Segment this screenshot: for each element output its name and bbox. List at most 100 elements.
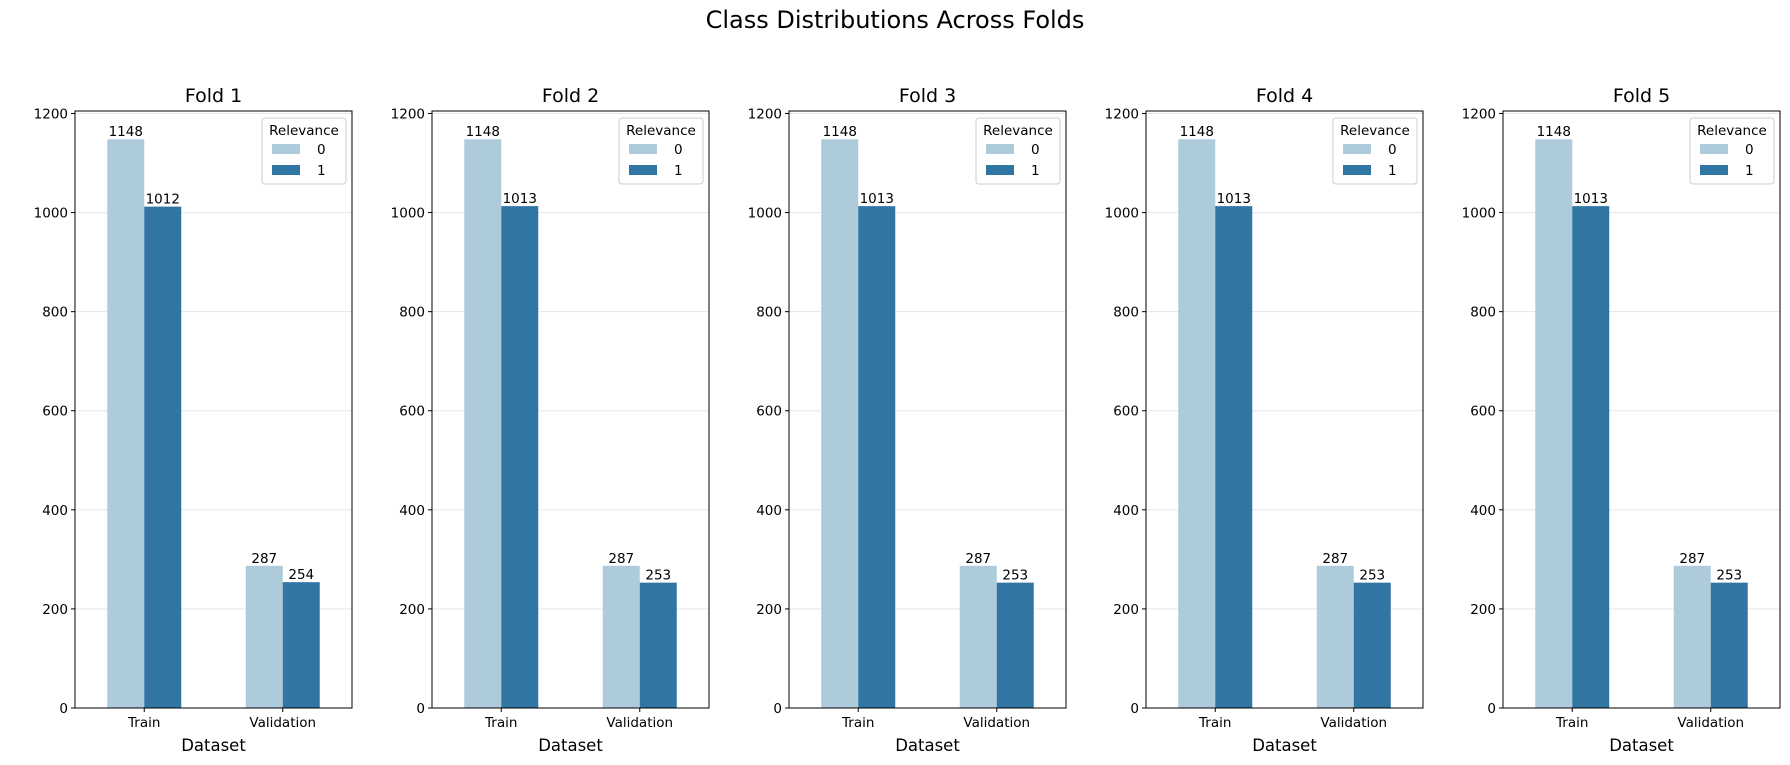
- legend-swatch-class-0: [1700, 144, 1728, 154]
- bar-train-class-0: [464, 139, 502, 708]
- y-tick-label: 600: [1470, 404, 1496, 420]
- x-tick-label: Train: [841, 715, 874, 731]
- legend: Relevance 0 1: [1332, 117, 1418, 185]
- bar-train-class-0: [1535, 139, 1573, 708]
- x-tick-label: Validation: [606, 715, 673, 731]
- legend-swatch-class-0: [272, 144, 300, 154]
- y-tick-label: 200: [1470, 602, 1496, 618]
- y-tick-label: 200: [1113, 602, 1139, 618]
- bar-value-label: 253: [1002, 568, 1028, 584]
- legend-title: Relevance: [1697, 123, 1767, 139]
- y-tick-label: 0: [416, 701, 425, 717]
- bar-validation-class-1: [996, 582, 1034, 708]
- bar-value-label: 1148: [1180, 124, 1214, 140]
- y-tick-label: 1000: [748, 206, 782, 222]
- bar-train-class-1: [144, 206, 182, 708]
- legend-swatch-class-0: [1343, 144, 1371, 154]
- legend-title: Relevance: [269, 123, 339, 139]
- y-tick-label: 800: [1113, 305, 1139, 321]
- bar-value-label: 1012: [146, 192, 180, 208]
- y-tick-label: 600: [756, 404, 782, 420]
- y-tick-label: 1000: [34, 206, 68, 222]
- legend: Relevance 0 1: [618, 117, 704, 185]
- bar-train-class-1: [501, 206, 539, 708]
- y-tick-label: 1200: [748, 106, 782, 122]
- legend-swatch-class-1: [986, 165, 1014, 175]
- bar-validation-class-0: [1316, 565, 1354, 708]
- y-tick-label: 1200: [391, 106, 425, 122]
- legend: Relevance 0 1: [261, 117, 347, 185]
- legend-entry-label: 1: [1745, 163, 1754, 179]
- axes-frame: [788, 110, 1067, 709]
- y-tick-label: 400: [756, 503, 782, 519]
- y-tick-label: 400: [1113, 503, 1139, 519]
- y-tick-label: 400: [1470, 503, 1496, 519]
- legend-swatch-class-1: [1343, 165, 1371, 175]
- y-tick-label: 1000: [391, 206, 425, 222]
- y-tick-label: 0: [773, 701, 782, 717]
- x-axis-label: Dataset: [1252, 736, 1317, 755]
- bar-value-label: 253: [1359, 568, 1385, 584]
- y-tick-label: 800: [756, 305, 782, 321]
- y-tick-label: 600: [399, 404, 425, 420]
- x-tick-label: Train: [1198, 715, 1231, 731]
- legend: Relevance 0 1: [975, 117, 1061, 185]
- subplot-title: Fold 4: [1256, 85, 1313, 107]
- y-tick-label: 200: [399, 602, 425, 618]
- y-tick-label: 1200: [34, 106, 68, 122]
- legend-title: Relevance: [983, 123, 1053, 139]
- y-tick-label: 200: [756, 602, 782, 618]
- legend-swatch-class-0: [986, 144, 1014, 154]
- x-tick-label: Train: [484, 715, 517, 731]
- bar-train-class-0: [1178, 139, 1216, 708]
- y-tick-label: 400: [42, 503, 68, 519]
- bar-validation-class-1: [639, 582, 677, 708]
- legend-entry-label: 1: [674, 163, 683, 179]
- legend-entry-label: 0: [1031, 142, 1040, 158]
- y-tick-label: 800: [399, 305, 425, 321]
- bar-train-class-1: [858, 206, 896, 708]
- y-tick-label: 600: [42, 404, 68, 420]
- bar-value-label: 287: [1322, 551, 1348, 567]
- bar-validation-class-0: [1673, 565, 1711, 708]
- x-tick-label: Train: [127, 715, 160, 731]
- axes-frame: [1145, 110, 1424, 709]
- bar-value-label: 287: [608, 551, 634, 567]
- bar-value-label: 1013: [1574, 191, 1608, 207]
- subplot-title: Fold 2: [542, 85, 599, 107]
- bar-value-label: 287: [1679, 551, 1705, 567]
- bar-train-class-1: [1215, 206, 1253, 708]
- bar-value-label: 1148: [466, 124, 500, 140]
- fold-panel-5: 1148 287 1013 253 0 200 400 600 800 1000 1200 Train…: [1462, 85, 1781, 755]
- bar-value-label: 254: [288, 567, 314, 583]
- axes-frame: [74, 110, 353, 709]
- bar-value-label: 253: [645, 568, 671, 584]
- x-tick-label: Train: [1555, 715, 1588, 731]
- y-tick-label: 800: [1470, 305, 1496, 321]
- x-axis-label: Dataset: [538, 736, 603, 755]
- y-tick-label: 200: [42, 602, 68, 618]
- bar-value-label: 287: [965, 551, 991, 567]
- legend-entry-label: 0: [1745, 142, 1754, 158]
- legend: Relevance 0 1: [1689, 117, 1775, 185]
- legend-swatch-class-1: [1700, 165, 1728, 175]
- legend-entry-label: 0: [1388, 142, 1397, 158]
- y-tick-label: 800: [42, 305, 68, 321]
- legend-swatch-class-0: [629, 144, 657, 154]
- x-tick-label: Validation: [249, 715, 316, 731]
- fold-panel-2: 1148 287 1013 253 0 200 400 600 800 1000 1200 Train…: [391, 85, 710, 755]
- bar-value-label: 1013: [1217, 191, 1251, 207]
- y-tick-label: 1200: [1462, 106, 1496, 122]
- y-tick-label: 400: [399, 503, 425, 519]
- y-tick-label: 0: [1130, 701, 1139, 717]
- bar-value-label: 1148: [1537, 124, 1571, 140]
- bar-train-class-0: [821, 139, 859, 708]
- bar-validation-class-1: [1710, 582, 1748, 708]
- legend-swatch-class-1: [272, 165, 300, 175]
- x-axis-label: Dataset: [1609, 736, 1674, 755]
- legend-entry-label: 0: [674, 142, 683, 158]
- axes-frame: [1502, 110, 1781, 709]
- bar-train-class-0: [107, 139, 145, 708]
